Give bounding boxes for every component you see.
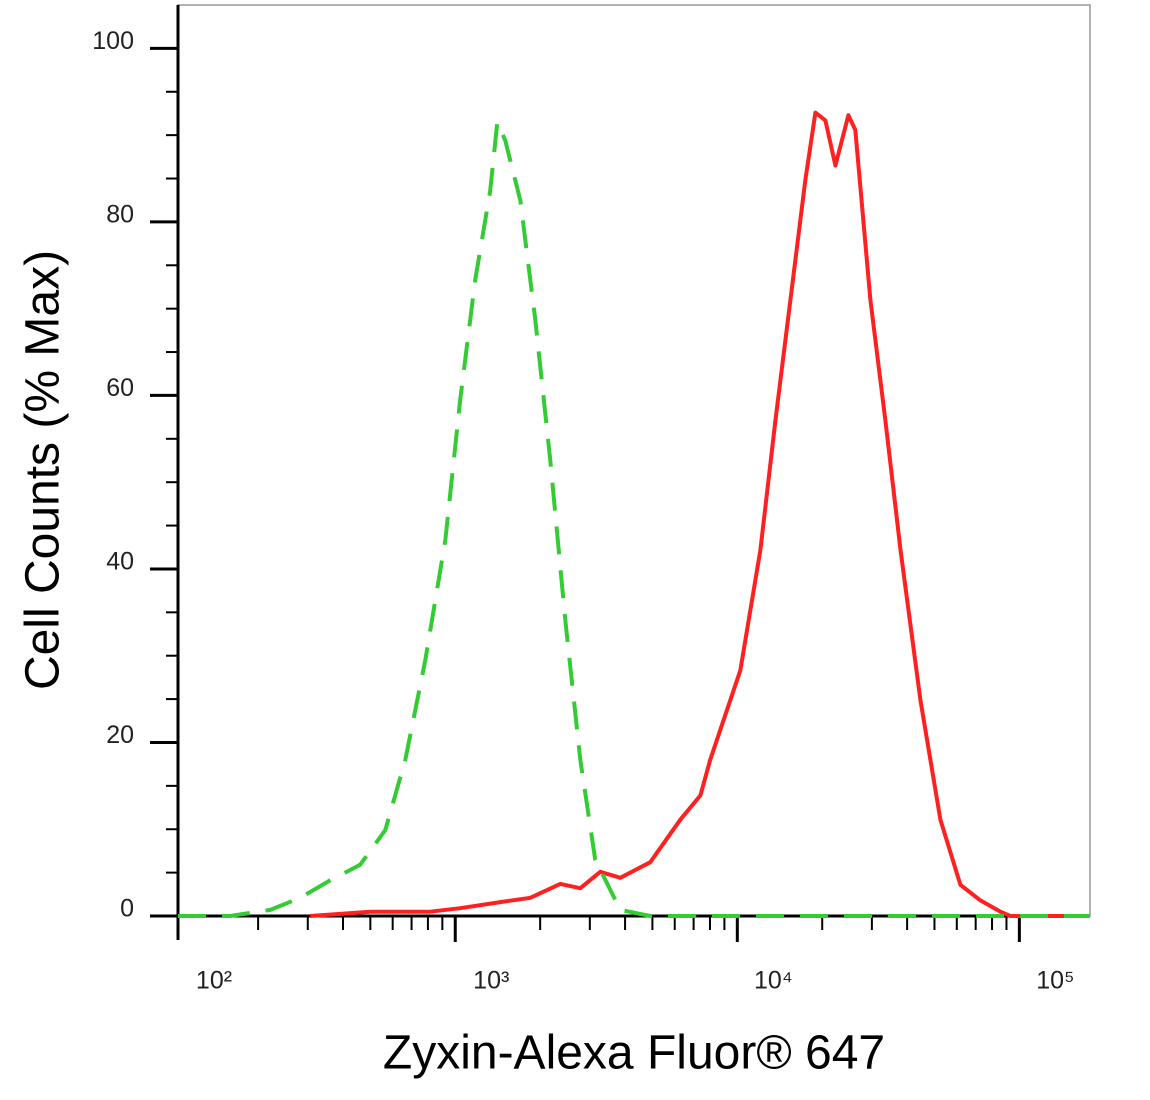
plot-frame	[177, 4, 1091, 917]
y-tick-label: 60	[106, 374, 134, 402]
y-tick-label: 20	[106, 721, 134, 749]
x-tick-label: 10²	[196, 967, 232, 995]
x-tick-label: 10⁴	[754, 967, 793, 995]
y-tick-label: 40	[106, 548, 134, 576]
series-line	[310, 110, 1090, 918]
y-tick-label: 80	[106, 201, 134, 229]
y-axis-title: Cell Counts (% Max)	[17, 250, 70, 690]
y-tick-label: 100	[92, 27, 134, 55]
x-tick-label: 10⁵	[1036, 967, 1074, 995]
x-axis-title: Zyxin-Alexa Fluor® 647	[383, 1027, 885, 1080]
x-tick-label: 10³	[473, 967, 509, 995]
series-line	[178, 120, 1090, 918]
y-tick-label: 0	[120, 895, 134, 923]
